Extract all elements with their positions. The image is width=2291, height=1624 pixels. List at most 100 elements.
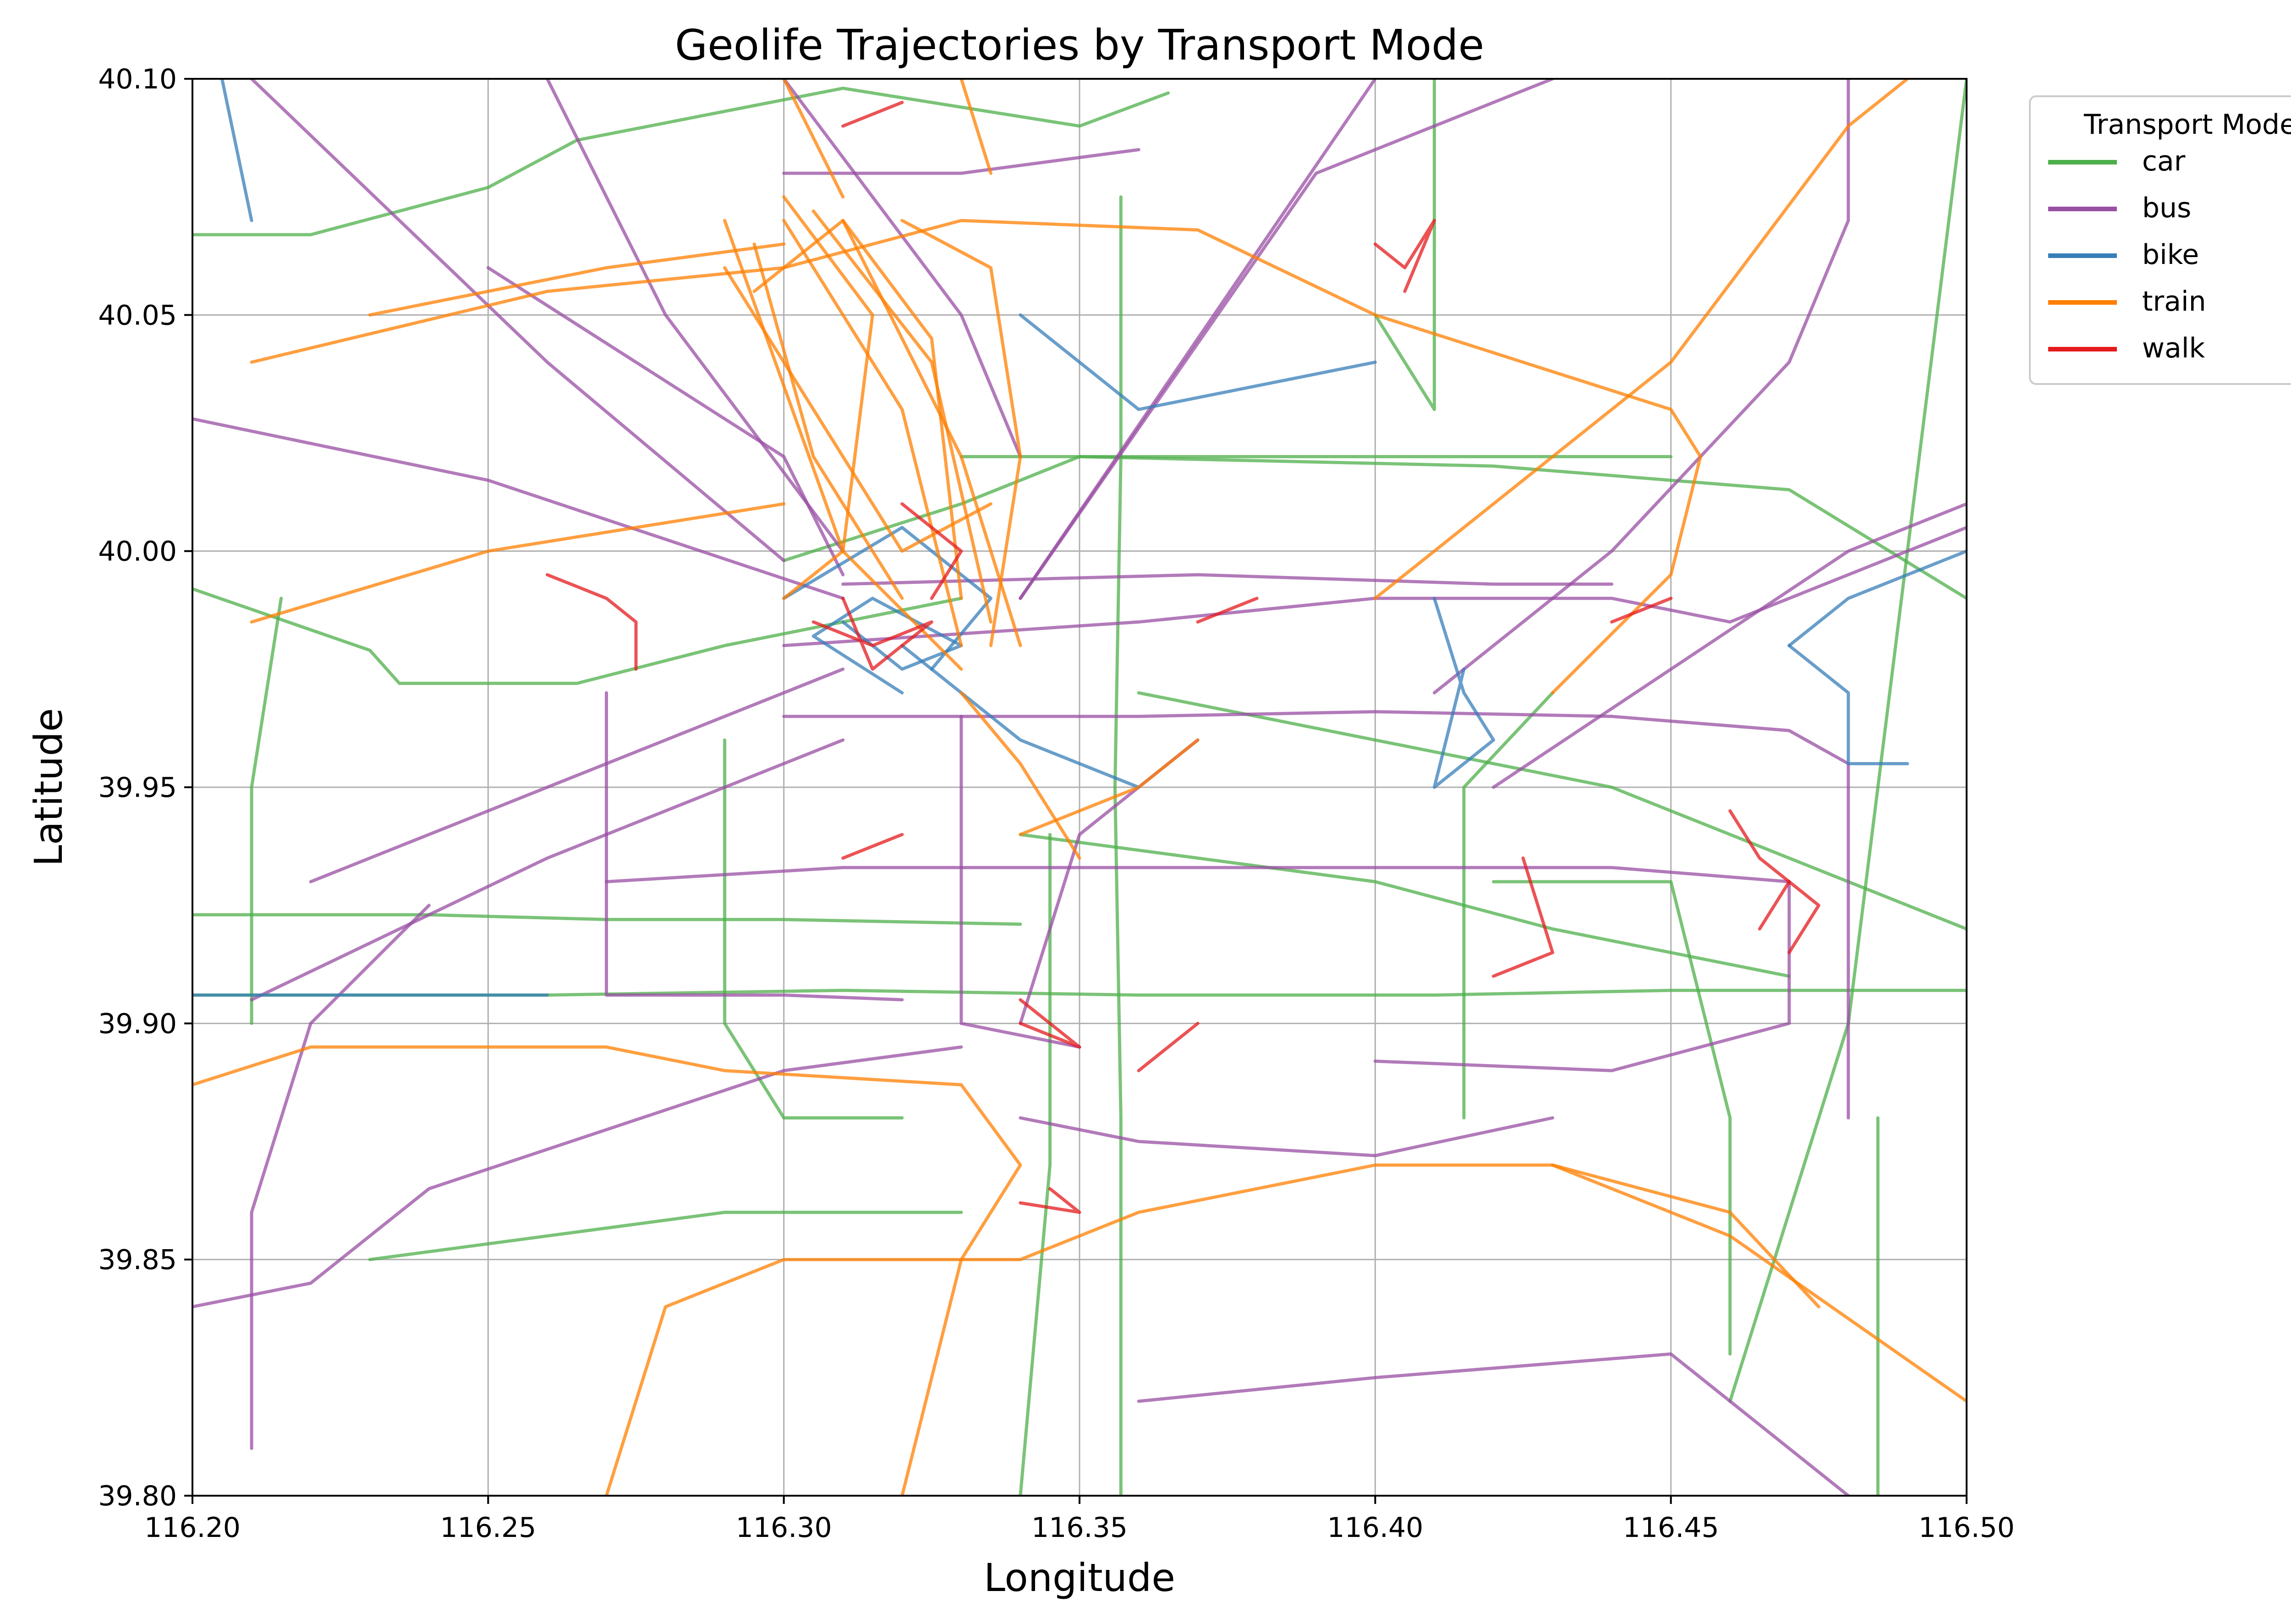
trajectory-bus xyxy=(605,866,1791,883)
trajectory-train xyxy=(811,209,992,624)
grid xyxy=(192,78,1968,1497)
legend-box xyxy=(2029,95,2291,385)
trajectory-walk xyxy=(1610,597,1673,624)
x-axis-ticks: 116.20 116.25 116.30 116.35 116.40 116.45 116.… xyxy=(144,1496,2015,1544)
trajectory-train xyxy=(782,219,963,647)
trajectory-bus xyxy=(782,526,1967,647)
trajectory-walk xyxy=(1196,597,1259,624)
trajectory-car xyxy=(782,455,1967,600)
x-tick-label: 116.45 xyxy=(1623,1512,1719,1544)
trajectory-bus xyxy=(959,714,1081,1049)
trajectory-bike xyxy=(811,597,963,695)
series-layer xyxy=(192,79,1967,1496)
trajectory-train xyxy=(1373,79,1909,600)
trajectory-train xyxy=(1019,738,1200,836)
x-tick-label: 116.50 xyxy=(1918,1512,2015,1544)
trajectory-train xyxy=(752,219,963,600)
trajectory-bus xyxy=(1373,880,1791,1072)
legend-label-car: car xyxy=(2142,145,2186,177)
trajectory-train xyxy=(368,242,786,317)
trajectory-bus xyxy=(1019,79,1554,600)
trajectory-bike xyxy=(1787,549,1967,647)
series-bike xyxy=(192,79,1967,997)
trajectory-car xyxy=(1728,79,1967,1403)
legend-entries: car bus bike train walk xyxy=(2048,145,2206,364)
x-axis-label: Longitude xyxy=(984,1555,1175,1600)
legend-title: Transport Mode xyxy=(2083,109,2291,141)
series-bus xyxy=(192,79,1967,1496)
legend-label-walk: walk xyxy=(2142,332,2205,364)
trajectory-bus xyxy=(782,148,1140,175)
trajectory-bus xyxy=(250,79,786,562)
trajectory-train xyxy=(250,266,786,364)
x-tick-label: 116.35 xyxy=(1031,1512,1128,1544)
trajectory-car xyxy=(1019,833,1791,978)
trajectory-train xyxy=(782,79,845,199)
trajectory-walk xyxy=(1137,1021,1200,1072)
trajectory-bus xyxy=(1137,1352,1850,1496)
trajectory-bus xyxy=(309,667,845,883)
trajectory-walk xyxy=(811,597,933,671)
trajectory-train xyxy=(752,242,904,600)
trajectory-bike xyxy=(1787,644,1909,765)
trajectory-bus xyxy=(782,79,1022,458)
legend-label-train: train xyxy=(2142,285,2206,318)
chart-title: Geolife Trajectories by Transport Mode xyxy=(675,21,1484,70)
trajectory-train xyxy=(723,266,992,553)
y-tick-label: 40.05 xyxy=(98,299,177,331)
trajectory-train xyxy=(900,219,1022,647)
trajectory-bus xyxy=(1019,1116,1554,1158)
y-tick-label: 39.90 xyxy=(98,1008,177,1040)
trajectory-bus xyxy=(250,904,431,1450)
trajectory-car xyxy=(1019,833,1052,1496)
trajectory-bus xyxy=(545,79,845,553)
y-tick-label: 39.95 xyxy=(98,772,177,804)
trajectory-bus xyxy=(486,266,845,576)
trajectory-car xyxy=(723,738,904,1119)
trajectory-bus xyxy=(250,738,845,1002)
trajectory-bus xyxy=(1019,738,1200,1025)
trajectory-bus xyxy=(782,710,1850,1119)
y-axis-label: Latitude xyxy=(26,708,71,867)
trajectory-train xyxy=(959,691,1081,860)
trajectory-walk xyxy=(1492,856,1554,978)
x-tick-label: 116.20 xyxy=(144,1512,241,1544)
trajectory-bus xyxy=(841,573,1614,586)
y-tick-label: 39.80 xyxy=(98,1480,177,1512)
trajectory-train xyxy=(605,1163,1967,1496)
trajectory-bus xyxy=(1432,79,1850,695)
trajectory-walk xyxy=(1787,880,1820,955)
trajectory-car xyxy=(368,1211,963,1262)
series-walk xyxy=(545,101,1820,1214)
legend-label-bike: bike xyxy=(2142,239,2199,271)
trajectory-bike xyxy=(782,526,992,671)
trajectory-walk xyxy=(1373,219,1436,293)
legend: Transport Mode car bus bike train walk xyxy=(2029,95,2291,385)
trajectory-walk xyxy=(1019,1187,1081,1214)
trajectory-walk xyxy=(1019,998,1081,1049)
series-car xyxy=(192,79,1967,1496)
x-tick-label: 116.30 xyxy=(736,1512,832,1544)
trajectory-walk xyxy=(900,502,963,600)
trajectory-walk xyxy=(841,101,904,128)
trajectory-bike xyxy=(220,79,253,222)
trajectory-train xyxy=(959,79,992,175)
trajectory-bike xyxy=(1019,313,1377,411)
trajectory-car xyxy=(1113,195,1123,1496)
trajectory-train xyxy=(782,219,1702,695)
trajectory-car xyxy=(1462,691,1554,1119)
trajectory-train xyxy=(250,502,786,624)
trajectory-walk xyxy=(1728,809,1791,931)
trajectory-bus xyxy=(192,417,845,600)
y-tick-label: 40.00 xyxy=(98,536,177,568)
trajectory-car xyxy=(1137,691,1967,931)
trajectory-bus xyxy=(1492,502,1967,789)
x-tick-label: 116.40 xyxy=(1327,1512,1423,1544)
trajectory-car xyxy=(1492,880,1732,1356)
y-axis-ticks: 39.80 39.85 39.90 39.95 40.00 40.05 40.10 xyxy=(98,63,192,1512)
trajectory-bike xyxy=(900,644,1140,789)
trajectory-car xyxy=(1373,79,1436,411)
trajectory-train xyxy=(1551,1163,1820,1309)
trajectory-bike xyxy=(1432,597,1495,789)
trajectory-walk xyxy=(545,573,638,671)
